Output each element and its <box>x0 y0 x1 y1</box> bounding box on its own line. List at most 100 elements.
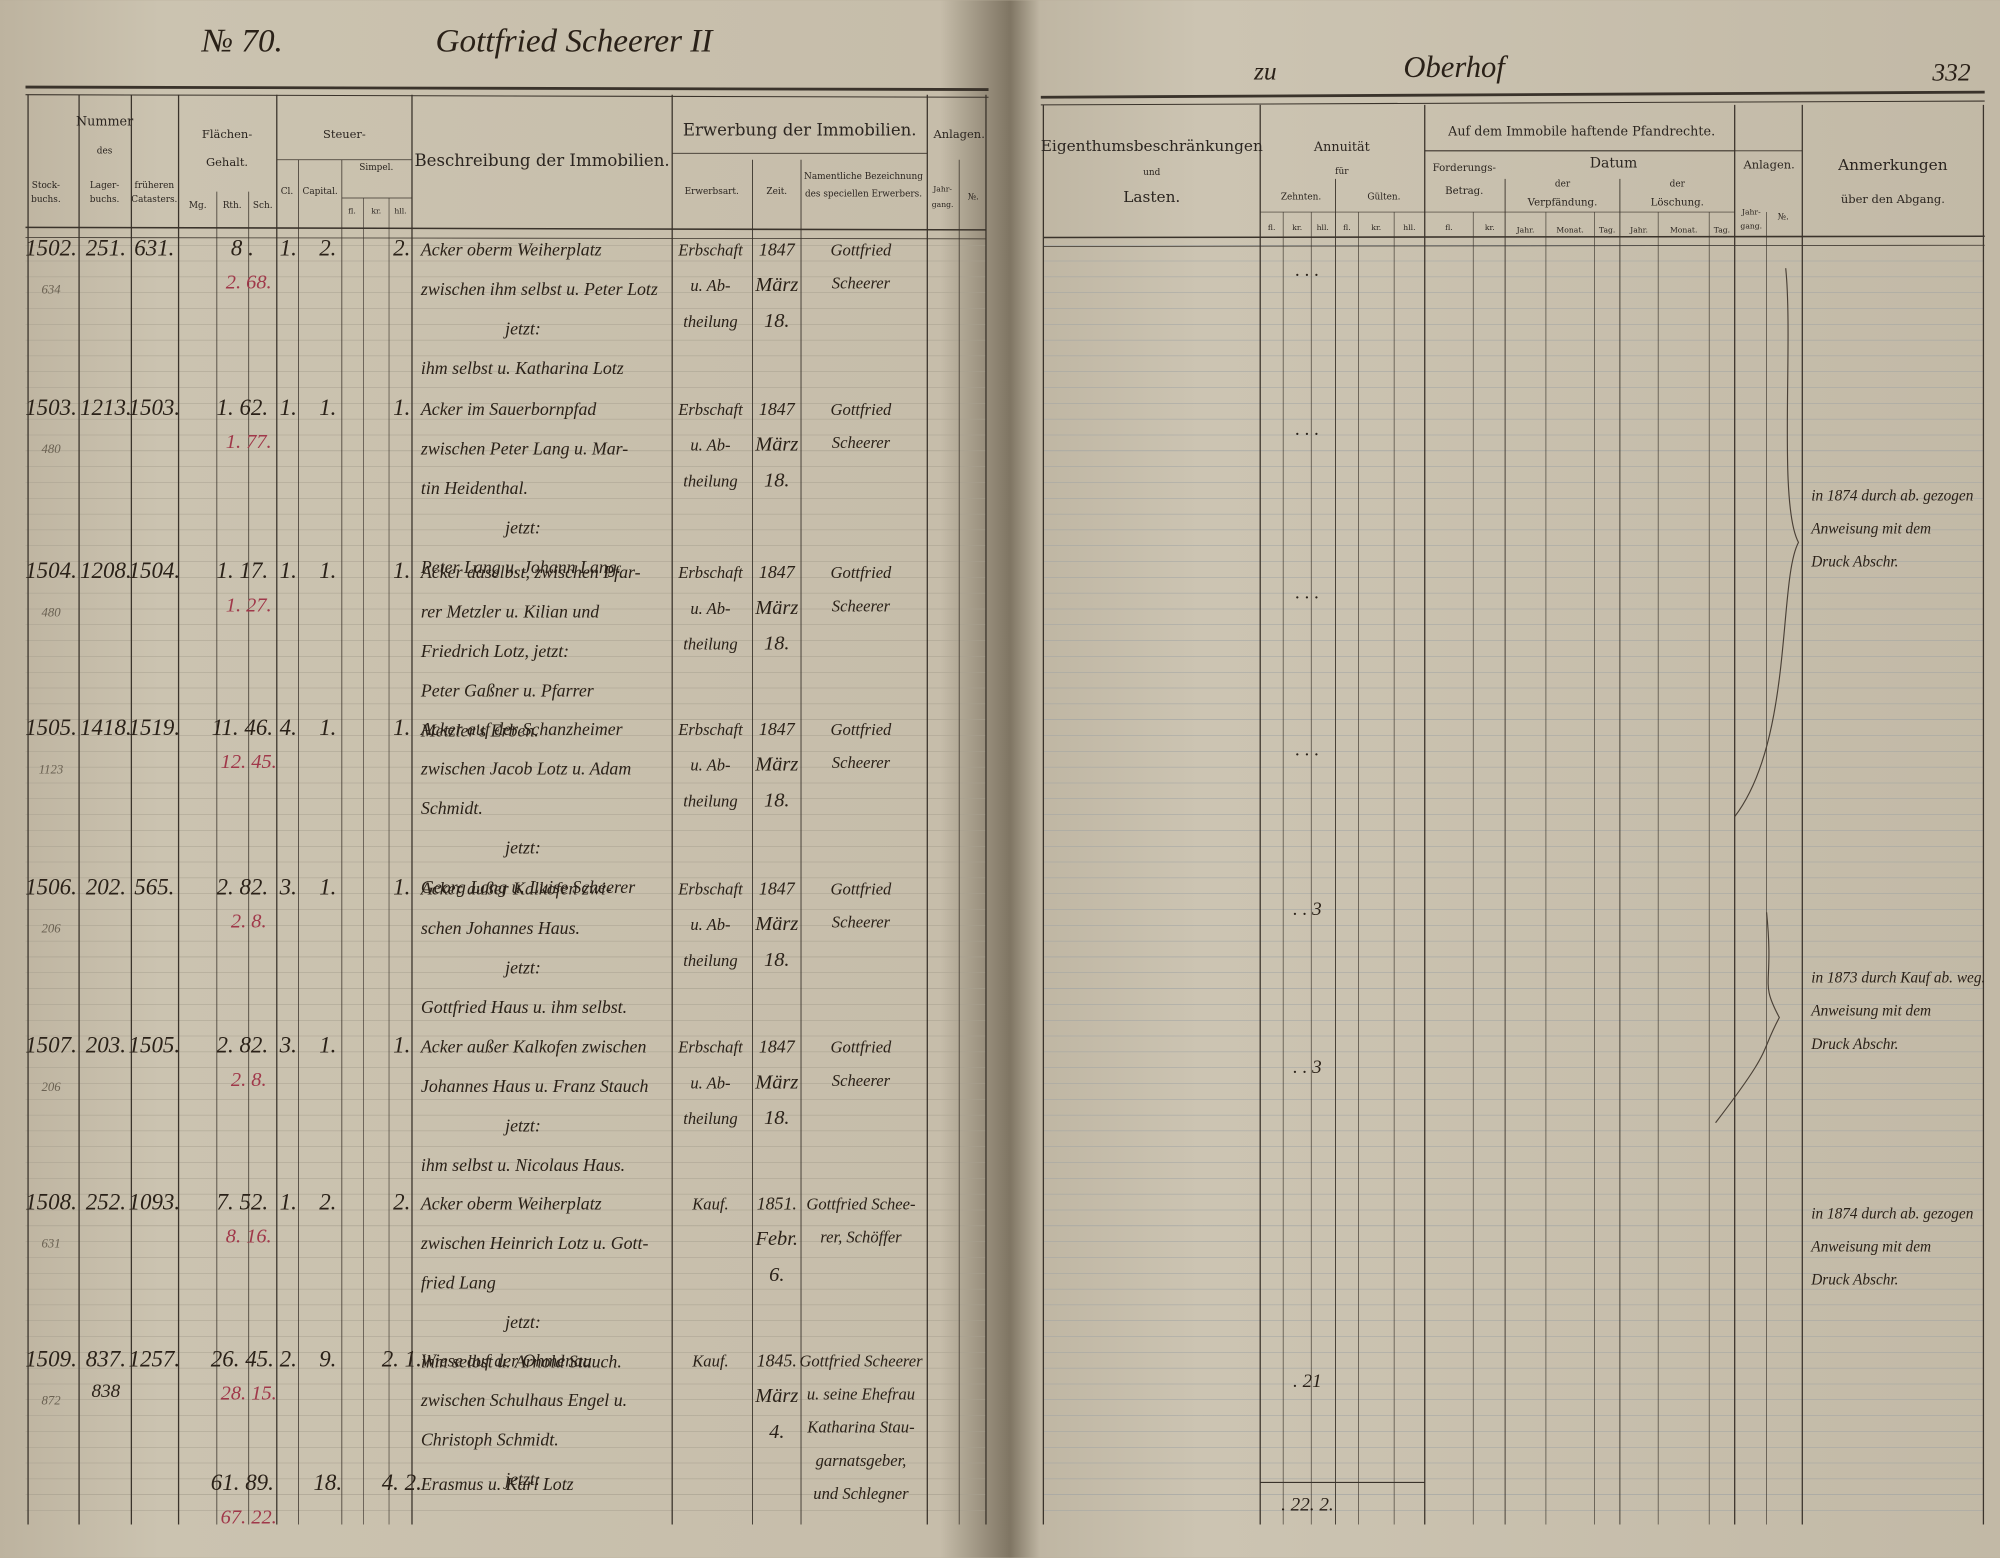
column-header: Capital. <box>303 187 338 197</box>
rule <box>25 226 986 231</box>
acquisition-date: 18. <box>764 469 790 491</box>
area-corrected: 2. 8. <box>231 1069 267 1091</box>
description: ihm selbst u. Arnold Stauch. <box>421 1352 622 1372</box>
acquisition-date: 18. <box>764 633 790 655</box>
stock-number: 1509. <box>25 1346 77 1371</box>
area-corrected: 67. 22. <box>221 1506 277 1528</box>
column-header: Gülten. <box>1367 192 1400 202</box>
stock-number: 1508. <box>25 1189 77 1214</box>
tax-capital: 1. <box>319 395 336 420</box>
column-header: buchs. <box>31 195 61 205</box>
column-header: kr. <box>1371 223 1381 232</box>
lager-number: 1208. <box>80 558 132 583</box>
tax-capital: 2. <box>319 235 336 260</box>
acquisition-date: 1851. <box>757 1193 797 1213</box>
tax-capital: 1. <box>319 874 336 899</box>
column-header: Rth. <box>223 201 242 211</box>
column-header: über den Abgang. <box>1841 192 1945 206</box>
acquisition-type: u. Ab- <box>690 915 730 934</box>
description: jetzt: <box>503 958 541 978</box>
acquisition-type: theilung <box>683 312 737 331</box>
acquisition-date: 1847 <box>759 878 796 898</box>
column-header: Jahr. <box>1516 225 1535 234</box>
column-header: Anlagen. <box>1742 158 1794 172</box>
column-header: Flächen- <box>202 127 252 141</box>
acquisition-date: März <box>754 1385 798 1407</box>
area: 8 . <box>231 235 254 260</box>
cadastre-number: 631. <box>134 235 174 260</box>
column-header: fl. <box>1445 223 1453 232</box>
tax-class: 2. <box>280 1346 297 1371</box>
acquisition-date: 1847 <box>759 239 796 259</box>
acquirer: Scheerer <box>832 1071 891 1090</box>
acquisition-type: Kauf. <box>691 1194 728 1213</box>
column-header: Jahr- <box>932 185 952 194</box>
tax-simple: 1. <box>393 1033 410 1058</box>
tax-simple: 1. <box>393 874 410 899</box>
description: Georg Lang u. Luise Scheerer <box>421 877 635 897</box>
rule <box>1040 100 1985 106</box>
annuity: . . . <box>1295 583 1319 604</box>
acquisition-type: theilung <box>683 635 737 654</box>
stock-number: 1506. <box>25 874 77 899</box>
area: 11. 46. <box>212 715 273 740</box>
column-header: kr. <box>1485 223 1495 232</box>
column-header: fl. <box>348 206 356 215</box>
table-rules <box>25 85 1985 1525</box>
area-corrected: 2. 8. <box>231 911 267 933</box>
area-corrected: 8. 16. <box>226 1226 272 1248</box>
column-header: Steuer- <box>323 127 366 141</box>
cadastre-number: 1093. <box>129 1189 181 1214</box>
description: tin Heidenthal. <box>421 478 528 498</box>
column-header: Löschung. <box>1651 198 1704 209</box>
lager-number: 837. <box>86 1346 126 1371</box>
tax-capital: 2. <box>319 1189 336 1214</box>
column-header: gang. <box>932 200 954 209</box>
description: Peter Lang u. Johann Lang. <box>420 557 621 577</box>
margin-note: 206 <box>41 1080 61 1094</box>
column-header: Monat. <box>1670 225 1697 234</box>
column-header: Erwerbung der Immobilien. <box>683 121 917 140</box>
acquisition-date: Febr. <box>755 1228 798 1250</box>
acquisition-date: 18. <box>764 949 790 971</box>
annuity: . . 3 <box>1293 1057 1322 1078</box>
description: jetzt: <box>503 1469 541 1489</box>
margin-note: 480 <box>41 442 61 456</box>
column-header: Zehnten. <box>1281 192 1321 202</box>
acquirer: Gottfried Scheerer <box>799 1351 923 1370</box>
acquirer: garnatsgeber, <box>816 1451 907 1470</box>
margin-note: 872 <box>41 1394 61 1408</box>
description: zwischen ihm selbst u. Peter Lotz <box>420 279 658 299</box>
annuity: . . . <box>1295 739 1319 760</box>
description: Friedrich Lotz, jetzt: <box>420 641 569 661</box>
acquisition-date: 18. <box>764 789 790 811</box>
area: 2. 82. <box>217 874 269 899</box>
stock-number: 1505. <box>25 715 77 740</box>
description: jetzt: <box>503 517 541 537</box>
area: 26. 45. <box>211 1346 274 1371</box>
acquisition-type: theilung <box>683 471 737 490</box>
acquisition-date: 1847 <box>759 1037 796 1057</box>
page-number: 332 <box>1931 58 1971 87</box>
column-header: Jahr. <box>1629 225 1648 234</box>
acquirer: Scheerer <box>832 274 891 293</box>
acquisition-type: theilung <box>683 791 737 810</box>
tax-capital: 9. <box>319 1346 336 1371</box>
description: Acker außer Kalkofen zwischen <box>420 1037 647 1057</box>
lager-number: 203. <box>86 1033 126 1058</box>
tax-capital: 1. <box>319 1033 336 1058</box>
acquisition-date: 18. <box>764 1107 790 1129</box>
area: 1. 62. <box>217 395 269 420</box>
column-header: Zeit. <box>766 187 787 197</box>
description: Wiese auf der Ohmenau <box>421 1350 592 1370</box>
acquirer: Scheerer <box>832 596 891 615</box>
acquirer: Gottfried <box>831 400 892 419</box>
column-header: hll. <box>1317 223 1329 232</box>
lager-number: 838 <box>92 1381 121 1402</box>
description: Acker oberm Weiherplatz <box>420 1193 602 1213</box>
column-header: Anmerkungen <box>1837 156 1948 174</box>
column-header: Erwerbsart. <box>685 187 739 197</box>
column-header: Gehalt. <box>206 155 248 169</box>
acquisition-type: Erbschaft <box>677 879 743 898</box>
